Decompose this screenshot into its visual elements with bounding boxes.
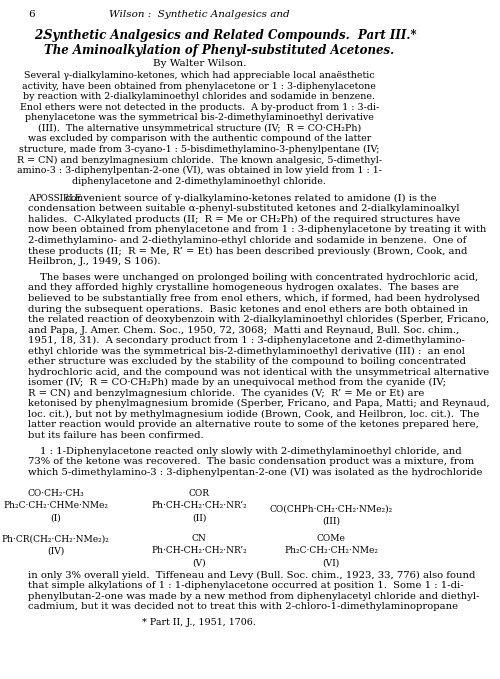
Text: COR: COR <box>189 489 210 498</box>
Text: 73% of the ketone was recovered.  The basic condensation product was a mixture, : 73% of the ketone was recovered. The bas… <box>28 457 474 466</box>
Text: by reaction with 2-dialkylaminoethyl chlorides and sodamide in benzene.: by reaction with 2-dialkylaminoethyl chl… <box>24 92 376 101</box>
Text: believed to be substantially free from enol ethers, which, if formed, had been h: believed to be substantially free from e… <box>28 294 480 303</box>
Text: R = CN) and benzylmagnesium chloride.  The cyanides (V;  R’ = Me or Et) are: R = CN) and benzylmagnesium chloride. Th… <box>28 388 424 398</box>
Text: cadmium, but it was decided not to treat this with 2-chloro-1-dimethylaminopropa: cadmium, but it was decided not to treat… <box>28 602 458 611</box>
Text: amino-3 : 3-diphenylpentan-2-one (VI), was obtained in low yield from 1 : 1-: amino-3 : 3-diphenylpentan-2-one (VI), w… <box>17 166 382 175</box>
Text: convenient source of γ-dialkylamino-ketones related to amidone (I) is the: convenient source of γ-dialkylamino-keto… <box>62 194 437 203</box>
Text: COMe: COMe <box>316 534 346 543</box>
Text: Ph·CH-CH₂·CH₂·NR’₂: Ph·CH-CH₂·CH₂·NR’₂ <box>152 501 247 511</box>
Text: isomer (IV;  R = CO·CH₂Ph) made by an unequivocal method from the cyanide (IV;: isomer (IV; R = CO·CH₂Ph) made by an une… <box>28 378 446 387</box>
Text: structure, made from 3-cyano-1 : 5-bisdimethylamino-3-phenylpentane (IV;: structure, made from 3-cyano-1 : 5-bisdi… <box>19 145 380 154</box>
Text: By Walter Wilson.: By Walter Wilson. <box>152 59 246 68</box>
Text: CN: CN <box>192 534 207 543</box>
Text: Synthetic Analgesics and Related Compounds.  Part III.*: Synthetic Analgesics and Related Compoun… <box>44 29 416 42</box>
Text: ketonised by phenylmagnesium bromide (Sperber, Fricano, and Papa, Matti; and Rey: ketonised by phenylmagnesium bromide (Sp… <box>28 399 489 408</box>
Text: 6: 6 <box>28 10 34 19</box>
Text: and they afforded highly crystalline homogeneous hydrogen oxalates.  The bases a: and they afforded highly crystalline hom… <box>28 283 459 293</box>
Text: the related reaction of deoxybenzoin with 2-dialkylaminoethyl chlorides (Sperber: the related reaction of deoxybenzoin wit… <box>28 315 489 324</box>
Text: that simple alkylations of 1 : 1-diphenylacetone occurred at position 1.  Some 1: that simple alkylations of 1 : 1-dipheny… <box>28 581 464 590</box>
Text: phenylbutan-2-one was made by a new method from diphenylacetyl chloride and diet: phenylbutan-2-one was made by a new meth… <box>28 591 479 601</box>
Text: Ph₂C·CH₂·CH₂·NMe₂: Ph₂C·CH₂·CH₂·NMe₂ <box>284 546 378 555</box>
Text: (III).  The alternative unsymmetrical structure (IV;  R = CO·CH₂Ph): (III). The alternative unsymmetrical str… <box>38 124 361 133</box>
Text: condensation between suitable α-phenyl-substituted ketones and 2-dialkylaminoalk: condensation between suitable α-phenyl-s… <box>28 204 460 213</box>
Text: CO(CHPh·CH₂·CH₂·NMe₂)₂: CO(CHPh·CH₂·CH₂·NMe₂)₂ <box>270 504 392 513</box>
Text: these products (II;  R = Me, R’ = Et) has been described previously (Brown, Cook: these products (II; R = Me, R’ = Et) has… <box>28 246 468 255</box>
Text: (III): (III) <box>322 516 340 526</box>
Text: and Papa, J. Amer. Chem. Soc., 1950, 72, 3068;  Matti and Reynaud, Bull. Soc. ch: and Papa, J. Amer. Chem. Soc., 1950, 72,… <box>28 325 459 335</box>
Text: diphenylacetone and 2-dimethylaminoethyl chloride.: diphenylacetone and 2-dimethylaminoethyl… <box>72 177 326 185</box>
Text: The Aminoalkylation of Phenyl-substituted Acetones.: The Aminoalkylation of Phenyl-substitute… <box>44 44 394 57</box>
Text: Ph·CH-CH₂·CH₂·NR’₂: Ph·CH-CH₂·CH₂·NR’₂ <box>152 546 247 555</box>
Text: A: A <box>28 194 38 203</box>
Text: (VI): (VI) <box>322 558 340 568</box>
Text: Ph·CR(CH₂·CH₂·NMe₂)₂: Ph·CR(CH₂·CH₂·NMe₂)₂ <box>2 534 110 543</box>
Text: * Part II, J., 1951, 1706.: * Part II, J., 1951, 1706. <box>142 618 256 627</box>
Text: hydrochloric acid, and the compound was not identical with the unsymmetrical alt: hydrochloric acid, and the compound was … <box>28 367 489 377</box>
Text: Ph₂C·CH₂·CHMe·NMe₂: Ph₂C·CH₂·CHMe·NMe₂ <box>4 501 108 511</box>
Text: R = CN) and benzylmagnesium chloride.  The known analgesic, 5-dimethyl-: R = CN) and benzylmagnesium chloride. Th… <box>17 155 382 164</box>
Text: The bases were unchanged on prolonged boiling with concentrated hydrochloric aci: The bases were unchanged on prolonged bo… <box>40 273 478 282</box>
Text: Wilson :  Synthetic Analgesics and: Wilson : Synthetic Analgesics and <box>109 10 290 19</box>
Text: during the subsequent operations.  Basic ketones and enol ethers are both obtain: during the subsequent operations. Basic … <box>28 304 468 314</box>
Text: 2.: 2. <box>34 29 46 42</box>
Text: loc. cit.), but not by methylmagnesium iodide (Brown, Cook, and Heilbron, loc. c: loc. cit.), but not by methylmagnesium i… <box>28 409 479 419</box>
Text: Several γ-dialkylamino-ketones, which had appreciable local anaësthetic: Several γ-dialkylamino-ketones, which ha… <box>24 71 374 80</box>
Text: (V): (V) <box>192 558 206 568</box>
Text: which 5-dimethylamino-3 : 3-diphenylpentan-2-one (VI) was isolated as the hydroc: which 5-dimethylamino-3 : 3-diphenylpent… <box>28 468 482 477</box>
Text: POSSIBLE: POSSIBLE <box>35 194 82 203</box>
Text: but its failure has been confirmed.: but its failure has been confirmed. <box>28 430 204 440</box>
Text: CO·CH₂·CH₃: CO·CH₂·CH₃ <box>28 489 84 498</box>
Text: (IV): (IV) <box>47 546 64 555</box>
Text: activity, have been obtained from phenylacetone or 1 : 3-diphenylacetone: activity, have been obtained from phenyl… <box>22 82 376 91</box>
Text: (II): (II) <box>192 513 206 523</box>
Text: was excluded by comparison with the authentic compound of the latter: was excluded by comparison with the auth… <box>28 134 371 143</box>
Text: ether structure was excluded by the stability of the compound to boiling concent: ether structure was excluded by the stab… <box>28 357 466 366</box>
Text: 1 : 1-Diphenylacetone reacted only slowly with 2-dimethylaminoethyl chloride, an: 1 : 1-Diphenylacetone reacted only slowl… <box>40 447 462 456</box>
Text: latter reaction would provide an alternative route to some of the ketones prepar: latter reaction would provide an alterna… <box>28 420 479 429</box>
Text: phenylacetone was the symmetrical bis-2-dimethylaminoethyl derivative: phenylacetone was the symmetrical bis-2-… <box>25 113 374 122</box>
Text: 2-dimethylamino- and 2-diethylamino-ethyl chloride and sodamide in benzene.  One: 2-dimethylamino- and 2-diethylamino-ethy… <box>28 236 466 245</box>
Text: in only 3% overall yield.  Tiffeneau and Levy (Bull. Soc. chim., 1923, 33, 776) : in only 3% overall yield. Tiffeneau and … <box>28 570 475 580</box>
Text: ethyl chloride was the symmetrical bis-2-dimethylaminoethyl derivative (III) :  : ethyl chloride was the symmetrical bis-2… <box>28 346 465 356</box>
Text: Enol ethers were not detected in the products.  A by-product from 1 : 3-di-: Enol ethers were not detected in the pro… <box>20 103 379 112</box>
Text: now been obtained from phenylacetone and from 1 : 3-diphenylacetone by treating : now been obtained from phenylacetone and… <box>28 225 486 234</box>
Text: Heilbron, J., 1949, S 106).: Heilbron, J., 1949, S 106). <box>28 257 160 266</box>
Text: 1951, 18, 31).  A secondary product from 1 : 3-diphenylacetone and 2-dimethylami: 1951, 18, 31). A secondary product from … <box>28 336 465 345</box>
Text: halides.  C-Alkylated products (II;  R = Me or CH₂Ph) of the required structures: halides. C-Alkylated products (II; R = M… <box>28 215 460 224</box>
Text: (I): (I) <box>50 513 61 523</box>
